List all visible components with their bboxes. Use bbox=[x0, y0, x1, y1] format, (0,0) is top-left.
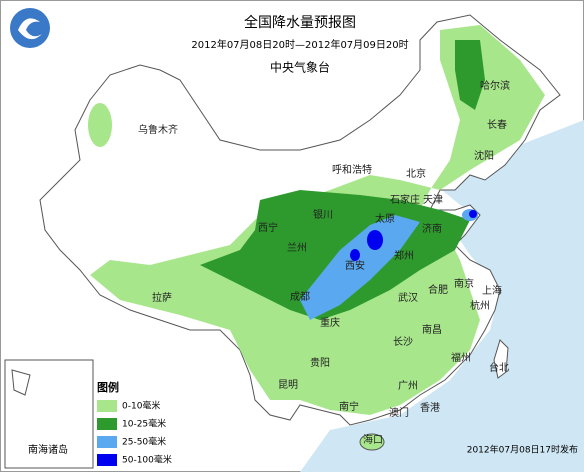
city-label: 郑州 bbox=[394, 249, 414, 262]
city-label: 乌鲁木齐 bbox=[138, 123, 178, 136]
city-label: 北京 bbox=[406, 167, 426, 180]
precipitation-areas bbox=[88, 25, 545, 415]
city-label: 台北 bbox=[489, 361, 509, 374]
city-label: 重庆 bbox=[320, 316, 340, 329]
city-label: 南京 bbox=[454, 277, 474, 290]
legend-label: 10-25毫米 bbox=[122, 418, 166, 430]
legend-label: 25-50毫米 bbox=[122, 436, 166, 448]
taiwan bbox=[493, 339, 509, 379]
logo bbox=[10, 8, 50, 48]
area-0-10 bbox=[88, 103, 112, 147]
legend-swatch bbox=[97, 400, 117, 412]
area-25-50 bbox=[300, 215, 420, 320]
legend-swatch bbox=[97, 436, 117, 448]
legend-title: 图例 bbox=[97, 380, 119, 394]
legend-label: 0-10毫米 bbox=[122, 400, 160, 412]
city-label: 石家庄 bbox=[390, 193, 420, 206]
city-label: 杭州 bbox=[470, 299, 490, 312]
city-label: 贵阳 bbox=[310, 356, 330, 369]
legend-swatch bbox=[97, 418, 117, 430]
city-label: 西安 bbox=[345, 259, 365, 272]
city-label: 澳门 bbox=[389, 406, 409, 419]
city-label: 昆明 bbox=[278, 379, 298, 391]
city-label: 海口 bbox=[363, 433, 383, 446]
city-label: 沈阳 bbox=[474, 149, 494, 162]
city-label: 长沙 bbox=[393, 336, 413, 348]
hainan bbox=[359, 433, 385, 451]
city-label: 太原 bbox=[375, 212, 395, 225]
legend: 0-10毫米 10-25毫米 25-50毫米 50-100毫米 bbox=[97, 400, 172, 466]
city-label: 济南 bbox=[422, 222, 442, 235]
sea bbox=[300, 120, 584, 472]
city-label: 呼和浩特 bbox=[332, 164, 372, 176]
city-label: 武汉 bbox=[398, 291, 418, 304]
city-label: 哈尔滨 bbox=[480, 79, 510, 92]
city-label: 银川 bbox=[313, 208, 333, 221]
issuer: 中央气象台 bbox=[270, 60, 330, 75]
city-label: 南昌 bbox=[422, 323, 442, 336]
inset-land bbox=[11, 369, 31, 396]
city-label: 天津 bbox=[423, 194, 443, 206]
city-label: 成都 bbox=[290, 291, 310, 303]
city-label: 上海 bbox=[482, 284, 502, 297]
city-label: 南宁 bbox=[339, 400, 359, 413]
legend-swatch bbox=[97, 454, 117, 466]
area-50-100 bbox=[350, 249, 360, 261]
legend-label: 50-100毫米 bbox=[122, 454, 172, 466]
area-10-25 bbox=[455, 40, 485, 110]
city-label: 合肥 bbox=[428, 283, 448, 296]
footer: 2012年07月08日17时发布 bbox=[467, 444, 578, 456]
title: 全国降水量预报图 bbox=[244, 14, 356, 31]
area-50-100 bbox=[367, 230, 383, 250]
city-label: 西宁 bbox=[258, 221, 278, 234]
city-label: 长春 bbox=[487, 119, 507, 131]
area-50-100 bbox=[469, 210, 477, 218]
inset-label: 南海诸岛 bbox=[28, 443, 68, 456]
city-label: 福州 bbox=[451, 351, 471, 364]
city-label: 广州 bbox=[398, 380, 418, 392]
city-label: 香港 bbox=[420, 402, 440, 414]
city-label: 拉萨 bbox=[152, 291, 172, 304]
city-label: 兰州 bbox=[287, 241, 307, 254]
period: 2012年07月08日20时—2012年07月09日20时 bbox=[191, 38, 408, 51]
